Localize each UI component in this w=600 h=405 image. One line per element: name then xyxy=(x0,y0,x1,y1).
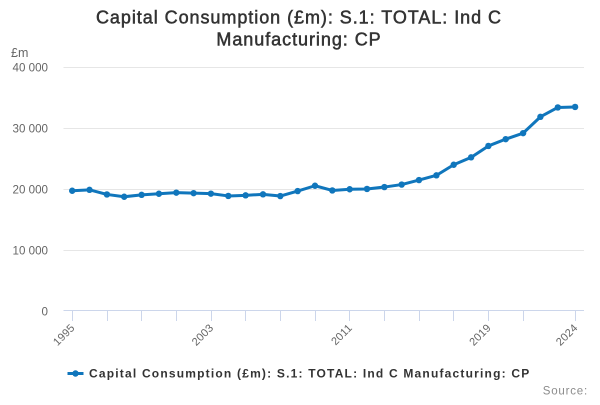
svg-text:£m: £m xyxy=(11,46,28,60)
svg-text:Capital Consumption (£m): S.1:: Capital Consumption (£m): S.1: TOTAL: In… xyxy=(96,7,502,27)
svg-text:Manufacturing: CP: Manufacturing: CP xyxy=(216,29,381,49)
svg-text:30 000: 30 000 xyxy=(13,123,48,136)
svg-text:Source:: Source: xyxy=(543,386,588,398)
svg-text:Capital Consumption (£m): S.1:: Capital Consumption (£m): S.1: TOTAL: In… xyxy=(89,366,530,380)
svg-text:0: 0 xyxy=(42,305,48,318)
svg-text:40 000: 40 000 xyxy=(13,62,48,75)
svg-text:20 000: 20 000 xyxy=(13,184,48,197)
svg-text:10 000: 10 000 xyxy=(13,245,48,258)
